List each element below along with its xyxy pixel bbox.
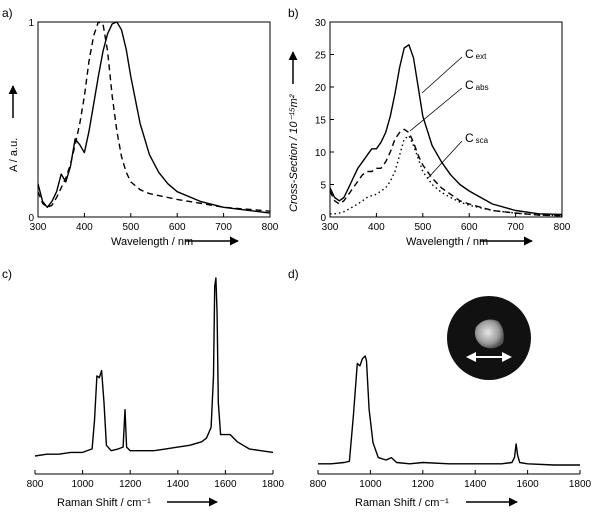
panel-b-label: b) <box>288 6 299 20</box>
panel-b: b) 300 400 500 600 700 800 0 5 10 15 20 25 30 Wavel… <box>288 6 571 248</box>
panel-b-y-ticks: 0 5 10 15 20 25 30 <box>315 18 334 224</box>
panel-a-y-ticks: 01 <box>28 18 42 224</box>
panel-a-x-tick-label: 400 <box>76 222 93 233</box>
panel-c-x-ticks: 800 1000 1200 1400 1600 1800 <box>27 470 285 490</box>
panel-c-x-tick-label: 1600 <box>214 479 237 490</box>
panel-c-series-line-solid <box>34 277 274 457</box>
panel-d-series <box>318 355 580 466</box>
panel-d: d) 800 1000 1200 1400 1600 1800 Raman Shift /… <box>288 267 592 509</box>
panel-a-frame <box>37 21 271 218</box>
panel-c-series <box>34 277 274 457</box>
panel-d-x-axis-label: Raman Shift / cm⁻¹ <box>355 497 449 509</box>
panel-b-x-tick-label: 600 <box>461 222 478 233</box>
panel-b-x-tick-label: 700 <box>507 222 524 233</box>
panel-a-label: a) <box>2 6 13 20</box>
panel-c-x-tick-label: 800 <box>27 479 44 490</box>
panel-c-x-tick-label: 1800 <box>262 479 285 490</box>
panel-a-series-line-dashed <box>37 21 271 212</box>
panel-d-series-line-solid <box>318 355 580 466</box>
panel-b-x-tick-label: 500 <box>414 222 431 233</box>
panel-d-x-tick-label: 1200 <box>412 479 435 490</box>
panel-c: c) 800 1000 1200 1400 1600 1800 Raman Shift /… <box>2 267 285 509</box>
panel-b-x-tick-label: 300 <box>322 222 339 233</box>
panel-c-x-tick-label: 1400 <box>167 479 190 490</box>
panel-d-x-tick-label: 1000 <box>359 479 382 490</box>
panel-a-series-line-solid <box>37 21 271 214</box>
panel-a-x-axis-label: Wavelength / nm <box>111 236 193 248</box>
panel-b-series-line-c-sca <box>330 135 563 217</box>
panel-c-x-axis-label: Raman Shift / cm⁻¹ <box>57 497 151 509</box>
panel-a-y-axis-label: A / a.u. <box>8 138 20 172</box>
panel-a-y-tick-label: 0 <box>28 213 34 224</box>
panel-d-x-tick-label: 800 <box>310 479 327 490</box>
panel-b-x-tick-label: 800 <box>554 222 571 233</box>
particle-inset <box>447 296 531 380</box>
panel-b-y-tick-label: 30 <box>315 18 327 29</box>
panel-a-x-tick-label: 700 <box>215 222 232 233</box>
panel-d-x-tick-label: 1600 <box>516 479 539 490</box>
panel-b-y-tick-label: 20 <box>315 83 327 94</box>
panel-b-x-ticks: 300 400 500 600 700 800 <box>322 213 571 233</box>
panel-b-series-line-c-ext <box>329 44 563 216</box>
panel-a: a) 300 400 500 600 700 800 01 Wavelength / nm… <box>2 6 279 248</box>
panel-c-x-tick-label: 1000 <box>71 479 94 490</box>
c-sca-leader-line <box>427 140 463 179</box>
panel-b-series-line-c-abs <box>329 128 563 217</box>
panel-a-x-tick-label: 800 <box>262 222 279 233</box>
panel-b-y-tick-label: 0 <box>320 213 326 224</box>
panel-b-y-tick-label: 5 <box>320 181 326 192</box>
panel-b-x-axis-label: Wavelength / nm <box>406 236 488 248</box>
c-ext-leader-line <box>421 56 463 94</box>
panel-b-y-tick-label: 10 <box>315 148 327 159</box>
panel-b-y-tick-label: 15 <box>315 116 327 127</box>
panel-a-x-ticks: 300 400 500 600 700 800 <box>30 213 279 233</box>
panel-c-x-tick-label: 1200 <box>119 479 142 490</box>
panel-b-series <box>329 44 563 217</box>
panel-a-series <box>37 21 271 214</box>
nanoparticle-image <box>474 319 504 349</box>
panel-b-y-tick-label: 25 <box>315 51 327 62</box>
panel-b-y-axis-label: Cross-Section / 10⁻¹⁵m² <box>288 94 300 212</box>
panel-a-x-tick-label: 500 <box>122 222 139 233</box>
panel-a-x-tick-label: 600 <box>169 222 186 233</box>
panel-d-label: d) <box>288 267 299 281</box>
panel-a-y-tick-label: 1 <box>28 18 34 29</box>
panel-d-x-tick-label: 1800 <box>569 479 592 490</box>
c-abs-leader-line <box>409 87 463 132</box>
panel-d-x-tick-label: 1400 <box>464 479 487 490</box>
panel-a-x-tick-label: 300 <box>30 222 47 233</box>
panel-b-x-tick-label: 400 <box>368 222 385 233</box>
panel-c-label: c) <box>2 267 12 281</box>
panel-d-x-ticks: 800 1000 1200 1400 1600 1800 <box>310 470 592 490</box>
panel-b-frame <box>329 21 563 218</box>
